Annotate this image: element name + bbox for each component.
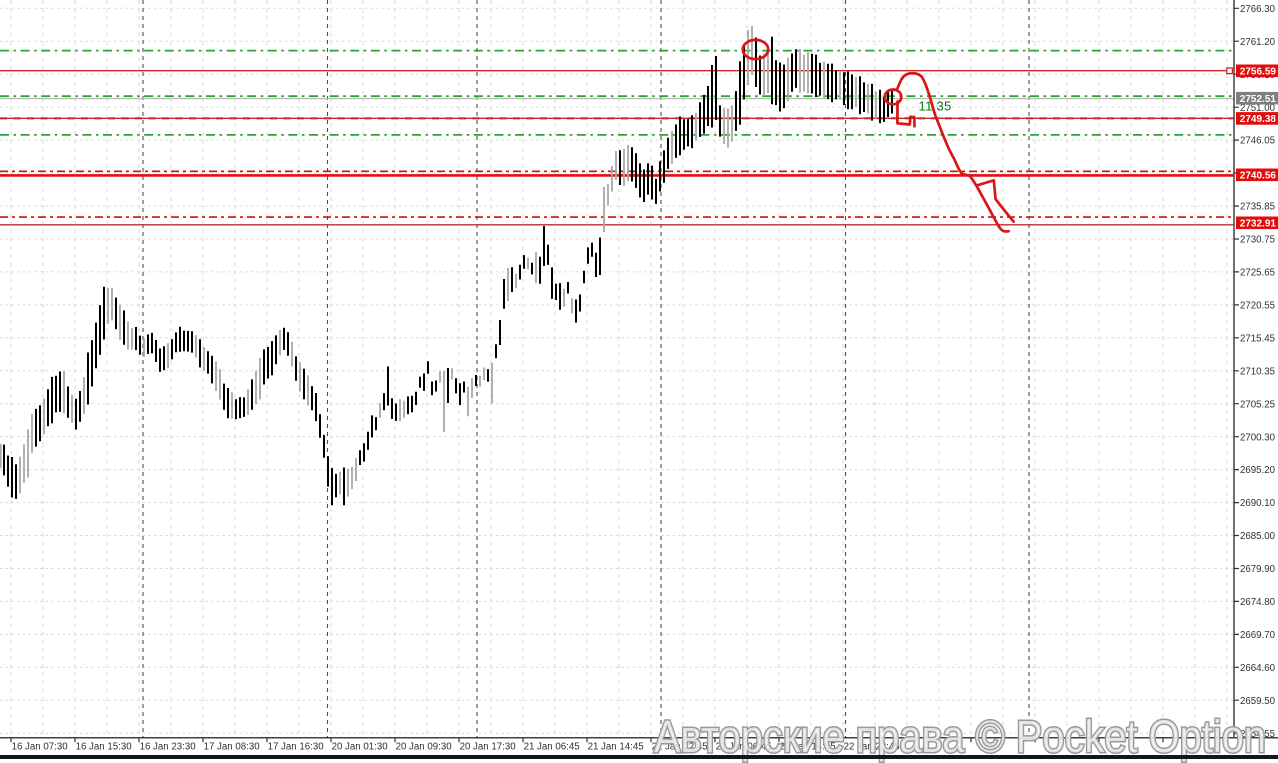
svg-text:2685.00: 2685.00 — [1240, 531, 1276, 542]
svg-text:2700.30: 2700.30 — [1240, 432, 1276, 443]
svg-text:2752.51: 2752.51 — [1240, 94, 1277, 105]
svg-text:2749.38: 2749.38 — [1240, 114, 1277, 125]
svg-text:22 Jan 06:45: 22 Jan 06:45 — [716, 742, 772, 753]
svg-text:2756.59: 2756.59 — [1240, 66, 1277, 77]
svg-text:2669.70: 2669.70 — [1240, 630, 1276, 641]
svg-text:16 Jan 07:30: 16 Jan 07:30 — [12, 742, 69, 753]
svg-text:21 Jan 14:45: 21 Jan 14:45 — [588, 742, 644, 753]
svg-text:2725.65: 2725.65 — [1240, 268, 1275, 279]
svg-text:17 Jan 08:30: 17 Jan 08:30 — [204, 742, 261, 753]
svg-text:2740.56: 2740.56 — [1240, 170, 1277, 181]
svg-text:21 Jan 06:45: 21 Jan 06:45 — [524, 742, 580, 753]
svg-text:2732.91: 2732.91 — [1240, 218, 1277, 229]
svg-text:21 Jan 22:45: 21 Jan 22:45 — [652, 742, 708, 753]
svg-text:35: 35 — [937, 99, 952, 114]
svg-text:2751.00: 2751.00 — [1240, 103, 1276, 114]
svg-text:11: 11 — [919, 99, 933, 114]
svg-text:16 Jan 15:30: 16 Jan 15:30 — [76, 742, 133, 753]
svg-text:2735.85: 2735.85 — [1240, 202, 1275, 213]
svg-text:2761.20: 2761.20 — [1240, 37, 1276, 48]
svg-text:2674.80: 2674.80 — [1240, 597, 1276, 608]
svg-text:2715.45: 2715.45 — [1240, 333, 1275, 344]
svg-text:2690.10: 2690.10 — [1240, 498, 1276, 509]
svg-text:2705.25: 2705.25 — [1240, 399, 1275, 410]
svg-text:2679.90: 2679.90 — [1240, 564, 1276, 575]
svg-text:2664.60: 2664.60 — [1240, 663, 1276, 674]
svg-text:2720.55: 2720.55 — [1240, 301, 1275, 312]
svg-text:20 Jan 09:30: 20 Jan 09:30 — [396, 742, 453, 753]
svg-text:2730.75: 2730.75 — [1240, 235, 1275, 246]
svg-text:2710.35: 2710.35 — [1240, 366, 1275, 377]
svg-text:2695.20: 2695.20 — [1240, 465, 1276, 476]
svg-text:20 Jan 17:30: 20 Jan 17:30 — [460, 742, 517, 753]
svg-text:2659.50: 2659.50 — [1240, 696, 1276, 707]
svg-text:16 Jan 23:30: 16 Jan 23:30 — [140, 742, 197, 753]
svg-text:22 Jan 22:45: 22 Jan 22:45 — [844, 742, 900, 753]
svg-text:2654.55: 2654.55 — [1240, 729, 1275, 740]
svg-text:17 Jan 16:30: 17 Jan 16:30 — [268, 742, 325, 753]
svg-text:2766.30: 2766.30 — [1240, 4, 1276, 15]
svg-text:Авторские права © Pocket Optio: Авторские права © Pocket Option — [654, 711, 1266, 762]
svg-text:20 Jan 01:30: 20 Jan 01:30 — [332, 742, 389, 753]
svg-text:22 Jan 14:45: 22 Jan 14:45 — [780, 742, 836, 753]
svg-text:2746.05: 2746.05 — [1240, 136, 1275, 147]
